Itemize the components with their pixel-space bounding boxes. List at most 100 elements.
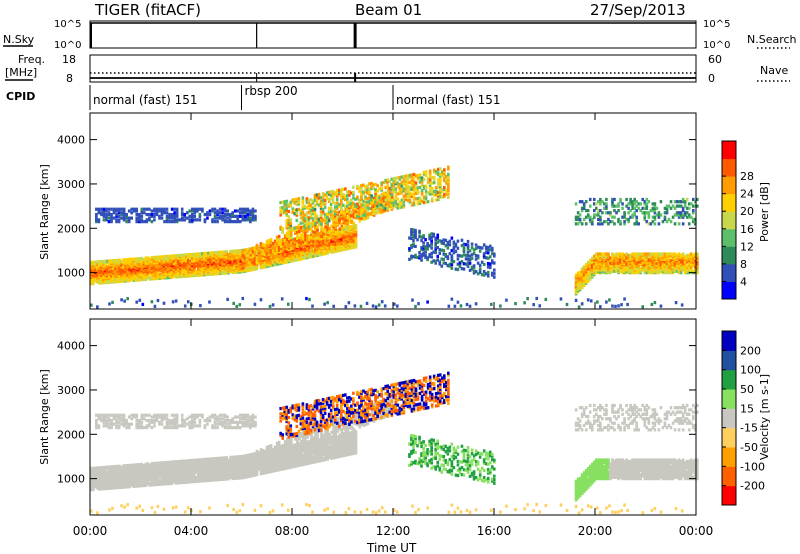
echo-cell — [302, 237, 305, 241]
echo-cell — [323, 200, 327, 204]
echo-cell — [647, 271, 651, 275]
echo-cell — [323, 216, 327, 220]
echo-cell — [412, 239, 415, 243]
echo-cell — [153, 209, 156, 213]
echo-cell — [344, 197, 347, 202]
echo-cell — [584, 200, 588, 204]
echo-cell — [339, 205, 343, 210]
echo-cell — [388, 186, 392, 191]
echo-cell — [364, 184, 367, 189]
echo-cell — [297, 207, 301, 211]
echo-cell — [297, 200, 301, 204]
echo-cell — [649, 222, 653, 226]
echo-cell — [645, 204, 649, 208]
echo-cell — [360, 203, 363, 207]
echo-cell — [635, 268, 638, 272]
echo-cell — [180, 216, 184, 220]
echo-cell — [304, 252, 307, 256]
echo-cell — [297, 197, 301, 201]
echo-cell — [639, 267, 643, 271]
echo-cell — [422, 172, 426, 176]
echo-cell — [466, 247, 470, 251]
echo-cell — [130, 216, 133, 220]
echo-cell — [440, 257, 444, 261]
echo-cell — [335, 201, 339, 205]
echo-cell — [358, 216, 362, 220]
echo-cell — [338, 227, 342, 231]
echo-cell — [436, 254, 440, 259]
echo-cell — [603, 252, 606, 256]
echo-cell — [364, 195, 367, 199]
echo-cell — [352, 236, 356, 240]
echo-cell — [279, 227, 282, 231]
echo-cell — [378, 204, 381, 209]
echo-cell — [245, 249, 249, 253]
echo-cell — [323, 212, 327, 217]
echo-cell — [221, 211, 224, 215]
echo-cell — [105, 218, 108, 222]
echo-cell — [394, 187, 398, 191]
echo-cell — [125, 212, 128, 217]
echo-cell — [311, 199, 315, 203]
echo-cell — [96, 263, 99, 267]
echo-cell — [408, 180, 412, 185]
echo-cell — [354, 213, 357, 217]
echo-cell — [249, 247, 253, 252]
echo-cell — [305, 223, 309, 228]
echo-cell — [438, 260, 442, 264]
echo-cell — [356, 214, 359, 219]
echo-cell — [629, 268, 632, 272]
echo-cell — [331, 198, 335, 202]
echo-cell — [321, 207, 325, 212]
echo-cell — [95, 207, 98, 211]
echo-cell — [249, 220, 252, 224]
echo-cell — [440, 189, 444, 194]
echo-cell — [615, 204, 618, 208]
echo-cell — [279, 213, 282, 217]
echo-cell — [325, 221, 329, 225]
echo-cell — [238, 214, 242, 218]
echo-cell — [590, 217, 594, 222]
echo-cell — [307, 200, 311, 204]
echo-cell — [597, 252, 600, 256]
noise-tick-right-low: 10^0 — [703, 40, 730, 51]
echo-cell — [625, 197, 628, 202]
echo-cell — [193, 209, 197, 213]
echo-cell — [588, 268, 592, 272]
echo-cell — [376, 201, 379, 206]
echo-cell — [619, 222, 622, 226]
echo-cell — [329, 197, 333, 201]
echo-cell — [609, 220, 612, 224]
echo-cell — [245, 260, 249, 264]
echo-cell — [400, 202, 404, 206]
echo-cell — [302, 232, 305, 237]
echo-cell — [422, 186, 426, 190]
echo-cell — [428, 180, 432, 184]
echo-cell — [153, 304, 157, 308]
echo-cell — [466, 264, 470, 268]
echo-cell — [241, 214, 245, 218]
echo-cell — [488, 265, 492, 270]
echo-cell — [390, 205, 394, 210]
echo-cell — [414, 188, 418, 192]
echo-cell — [442, 241, 446, 246]
echo-cell — [319, 222, 323, 226]
echo-cell — [400, 182, 404, 186]
echo-cell — [438, 183, 442, 187]
echo-cell — [414, 181, 418, 185]
echo-cell — [175, 209, 179, 213]
echo-cell — [466, 261, 470, 265]
echo-cell — [653, 206, 657, 210]
echo-cell — [396, 197, 400, 201]
echo-cell — [160, 207, 164, 211]
echo-cell — [366, 202, 369, 206]
echo-cell — [404, 195, 408, 200]
echo-cell — [663, 215, 667, 219]
echo-cell — [195, 269, 198, 274]
echo-cell — [629, 215, 632, 219]
echo-cell — [233, 249, 237, 253]
echo-cell — [162, 255, 166, 259]
echo-cell — [442, 187, 446, 191]
echo-cell — [135, 218, 139, 222]
echo-cell — [414, 230, 417, 234]
